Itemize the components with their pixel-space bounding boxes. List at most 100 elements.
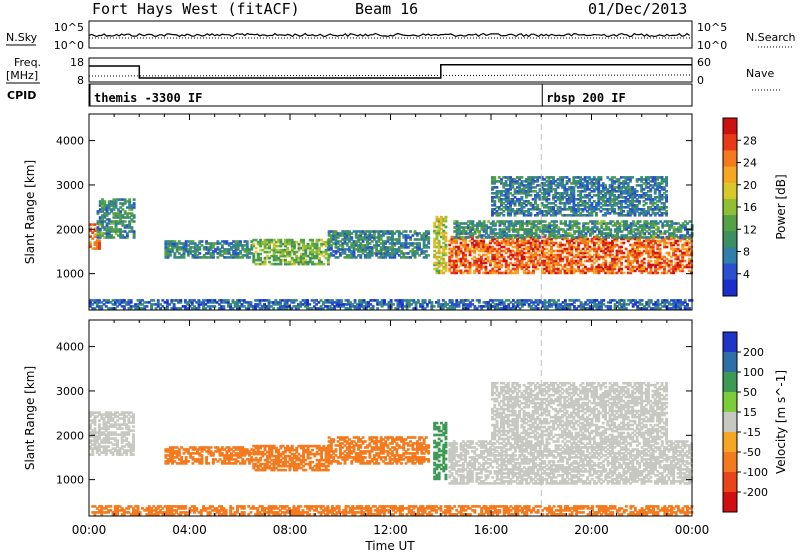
data-cell xyxy=(578,226,581,229)
data-cell xyxy=(529,212,532,215)
data-cell xyxy=(425,250,428,253)
nave-right-tick-top: 60 xyxy=(697,56,711,69)
data-cell xyxy=(493,200,496,203)
data-cell xyxy=(272,307,275,310)
data-cell xyxy=(670,260,673,263)
data-cell xyxy=(604,184,607,187)
data-cell xyxy=(600,176,603,179)
station-title: Fort Hays West (fitACF) xyxy=(92,0,300,18)
noise-right-label: N.Search xyxy=(746,31,796,44)
data-cell xyxy=(625,220,628,223)
data-cell xyxy=(131,226,134,229)
data-cell xyxy=(552,176,555,179)
data-cell xyxy=(650,260,653,263)
data-cell xyxy=(340,299,343,302)
data-cell xyxy=(259,253,262,256)
data-cell xyxy=(665,246,668,249)
data-cell xyxy=(437,299,440,302)
noise-right-tick-top: 10^5 xyxy=(697,21,727,34)
data-cell xyxy=(98,239,101,242)
data-cell xyxy=(668,252,671,255)
data-cell xyxy=(427,236,430,239)
data-cell xyxy=(661,236,664,239)
data-cell xyxy=(438,240,441,243)
data-cell xyxy=(689,220,692,223)
data-cell xyxy=(564,220,567,223)
data-cell xyxy=(659,248,662,251)
data-cell xyxy=(636,190,639,193)
data-cell xyxy=(372,305,375,308)
cpid-program-label: themis -3300 IF xyxy=(94,91,202,105)
data-cell xyxy=(445,244,448,247)
data-cell xyxy=(645,202,648,205)
data-cell xyxy=(255,247,258,250)
data-cell xyxy=(295,299,298,302)
data-cell xyxy=(622,210,625,213)
data-cell xyxy=(485,266,488,269)
data-cell xyxy=(677,244,680,247)
data-cell xyxy=(94,233,97,236)
data-cell xyxy=(622,252,625,255)
data-cell xyxy=(665,176,668,179)
data-cell xyxy=(128,198,131,201)
data-cell xyxy=(466,244,469,247)
data-cell xyxy=(503,256,506,259)
data-cell xyxy=(483,220,486,223)
data-cell xyxy=(639,220,642,223)
data-cell xyxy=(318,257,321,260)
data-cell xyxy=(430,301,433,304)
data-cell xyxy=(643,262,646,265)
data-cell xyxy=(665,194,668,197)
noise-trace xyxy=(89,34,692,39)
data-cell xyxy=(684,260,687,263)
data-cell xyxy=(227,299,230,302)
data-cell xyxy=(427,246,430,249)
data-cell xyxy=(665,210,668,213)
data-cell xyxy=(620,268,623,271)
data-cell xyxy=(445,262,448,265)
data-cell xyxy=(376,307,379,310)
data-cell xyxy=(520,176,523,179)
data-cell xyxy=(308,303,311,306)
data-cell xyxy=(250,301,253,304)
data-cell xyxy=(152,299,155,302)
data-cell xyxy=(544,234,547,237)
data-cell xyxy=(631,176,634,179)
data-cell xyxy=(166,299,169,302)
data-cell xyxy=(133,230,136,233)
data-cell xyxy=(500,264,503,267)
data-cell xyxy=(665,190,668,193)
data-cell xyxy=(239,240,242,243)
data-cell xyxy=(537,307,540,310)
data-cell xyxy=(417,299,420,302)
data-cell xyxy=(496,186,499,189)
data-cell xyxy=(157,299,160,302)
data-cell xyxy=(564,299,567,302)
date-title: 01/Dec/2013 xyxy=(588,0,687,18)
nave-right-tick-bottom: 0 xyxy=(697,74,704,87)
data-cell xyxy=(578,222,581,225)
data-cell xyxy=(418,242,421,245)
data-cell xyxy=(445,236,448,239)
data-cell xyxy=(424,299,427,302)
freq-left-tick-top: 18 xyxy=(70,56,84,69)
noise-left-label: N.Sky xyxy=(6,31,38,44)
data-cell xyxy=(557,299,560,302)
beam-title: Beam 16 xyxy=(355,0,418,18)
data-cell xyxy=(555,220,558,223)
data-cell xyxy=(130,299,133,302)
data-cell xyxy=(133,202,136,205)
data-cell xyxy=(536,204,539,207)
data-cell xyxy=(638,200,641,203)
data-cell xyxy=(252,243,255,246)
data-cell xyxy=(390,299,393,302)
data-cell xyxy=(409,230,412,233)
freq-left-tick-bottom: 8 xyxy=(77,74,84,87)
data-cell xyxy=(259,257,262,260)
freq-left-label-1: Freq. xyxy=(14,56,41,69)
data-cell xyxy=(133,220,136,223)
data-cell xyxy=(427,254,430,257)
data-cell xyxy=(478,299,481,302)
